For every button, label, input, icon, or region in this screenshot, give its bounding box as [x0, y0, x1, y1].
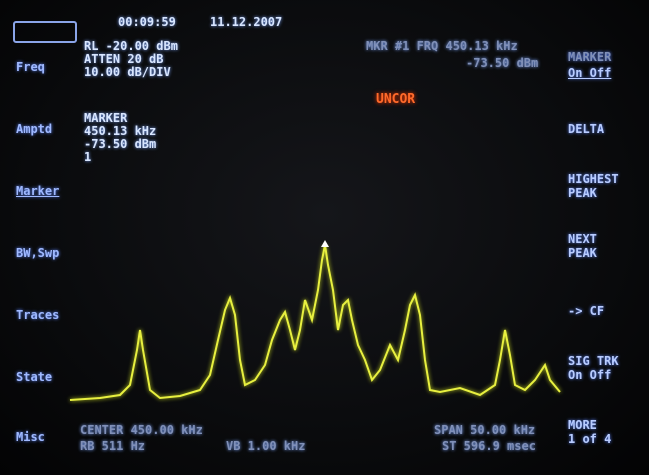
softkey[interactable]: SIG TRK [568, 354, 619, 368]
date: 11.12.2007 [210, 15, 283, 29]
softkey[interactable]: HIGHEST PEAK [568, 172, 619, 200]
status-uncor: UNCOR [376, 92, 416, 107]
softkey-option[interactable]: On Off [568, 66, 612, 80]
ref-level: RL -20.00 dBm [84, 39, 178, 53]
menu-item[interactable]: Misc [16, 430, 45, 444]
attenuation: ATTEN 20 dB [84, 52, 164, 66]
menu-item[interactable]: Traces [16, 308, 60, 322]
menu-item[interactable]: Freq [16, 60, 45, 74]
softkey[interactable]: DELTA [568, 122, 605, 136]
softkey[interactable]: MORE [568, 418, 597, 432]
marker-amplitude: -73.50 dBm [466, 56, 539, 70]
marker-title: MARKER [84, 111, 128, 125]
marker-frequency: MKR #1 FRQ 450.13 kHz [366, 39, 518, 53]
softkey[interactable]: MARKER [568, 50, 612, 64]
spectrum-trace [69, 244, 561, 401]
sweep-time: ST 596.9 msec [442, 439, 536, 453]
softkey[interactable]: NEXT PEAK [568, 232, 597, 260]
menu-item[interactable]: Marker [16, 184, 60, 198]
center-frequency: CENTER 450.00 kHz [80, 423, 203, 437]
time: 00:09:59 [118, 15, 176, 29]
scale: 10.00 dB/DIV [84, 65, 171, 79]
softkey[interactable]: -> CF [568, 304, 605, 318]
menu-box [13, 21, 77, 43]
marker-ampl: -73.50 dBm [84, 137, 157, 151]
marker-diamond [321, 240, 329, 247]
resolution-bandwidth: RB 511 Hz [80, 439, 146, 453]
softkey-option[interactable]: On Off [568, 368, 612, 382]
video-bandwidth: VB 1.00 kHz [226, 439, 306, 453]
softkey-option[interactable]: 1 of 4 [568, 432, 612, 446]
span: SPAN 50.00 kHz [434, 423, 536, 437]
menu-item[interactable]: Amptd [16, 122, 53, 136]
marker-freq: 450.13 kHz [84, 124, 157, 138]
menu-item[interactable]: State [16, 370, 53, 384]
menu-item[interactable]: BW,Swp [16, 246, 60, 260]
marker-number: 1 [84, 150, 92, 164]
